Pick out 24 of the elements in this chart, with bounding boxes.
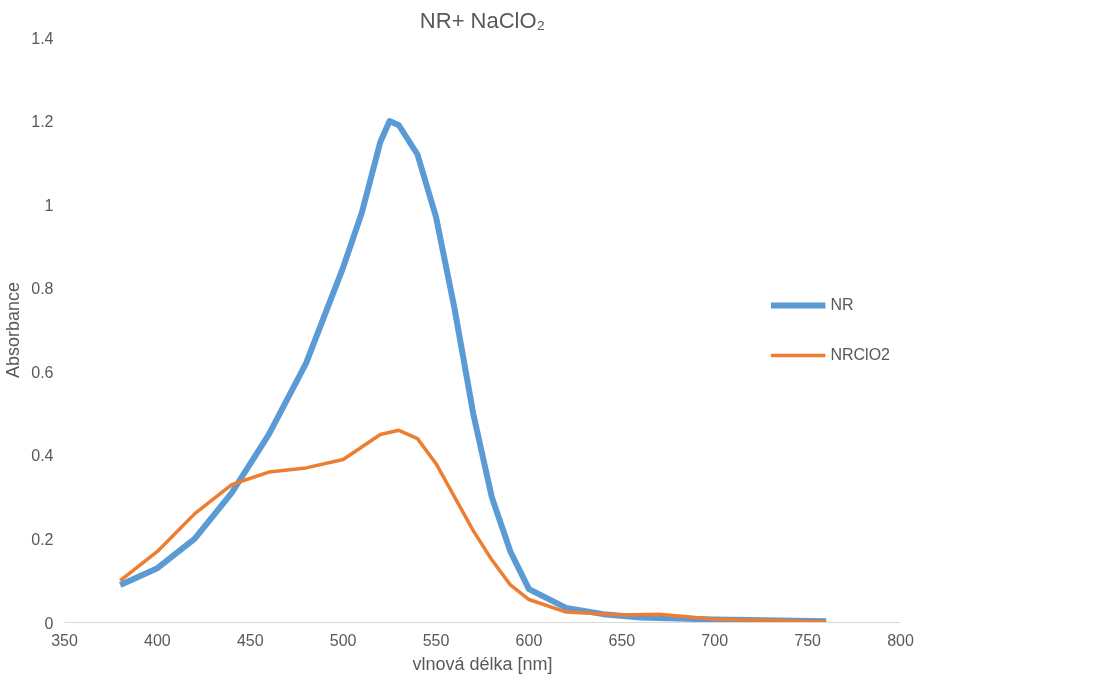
x-tick-label: 800 — [887, 631, 914, 649]
x-tick-label: 600 — [515, 631, 543, 649]
legend-label: NRClO2 — [830, 345, 890, 364]
y-tick-label: 0.8 — [31, 280, 54, 298]
x-tick-label: 400 — [144, 631, 171, 649]
x-tick-label: 750 — [794, 631, 822, 649]
y-tick-label: 0.2 — [31, 530, 54, 548]
x-tick-label: 500 — [329, 631, 357, 649]
y-tick-label: 1.4 — [31, 29, 54, 47]
x-tick-label: 550 — [422, 631, 450, 649]
x-axis-title: vlnová délka [nm] — [412, 653, 553, 674]
x-tick-label: 350 — [51, 631, 78, 649]
legend-label: NR — [830, 295, 854, 314]
x-tick-label: 700 — [701, 631, 729, 649]
y-tick-label: 0.6 — [31, 363, 54, 381]
y-tick-label: 0.4 — [31, 447, 54, 465]
chart-title: NR+ NaClO₂ — [419, 7, 546, 33]
x-tick-label: 650 — [608, 631, 636, 649]
line-series — [118, 428, 828, 623]
x-tick-label: 450 — [236, 631, 264, 649]
y-tick-label: 0 — [44, 614, 54, 632]
y-tick-label: 1 — [44, 196, 54, 214]
y-tick-label: 1.2 — [31, 113, 54, 131]
y-axis-title: Absorbance — [3, 281, 24, 379]
